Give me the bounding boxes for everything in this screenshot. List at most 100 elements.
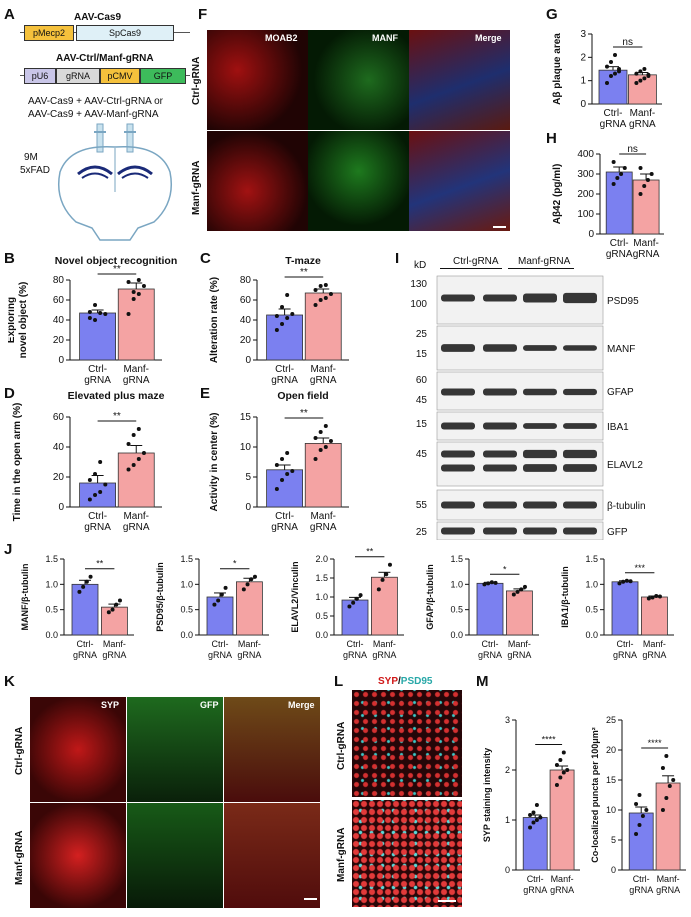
panel-label-b: B [4,250,15,267]
f-ctrl-merge-image [409,30,510,130]
y-tick-label: 0.5 [450,605,463,615]
significance-label: ns [627,144,638,155]
y-tick-label: 0.0 [180,630,193,640]
data-point [323,445,328,449]
y-tick-label: 0 [580,99,586,110]
x-tick-label: gRNA [629,119,656,130]
data-point [664,796,669,800]
significance-label: *** [634,563,645,573]
significance-label: * [503,564,507,574]
blot-band [441,450,475,458]
blot-band [441,294,475,302]
data-point [351,600,356,605]
data-point [110,607,115,612]
f-manf-moab2-image [207,131,308,231]
blot-band [563,292,597,304]
blot-band [483,527,517,535]
data-point [280,457,285,461]
data-point [93,318,98,322]
x-tick-label: Manf- [643,639,666,649]
l-manf-image [352,800,462,907]
x-tick-label: gRNA [550,885,574,895]
chart-title: Open field [277,390,328,402]
data-point [77,589,82,594]
chart-svg-b: Novel object recognition 0 20 40 60 80 Explori… [6,255,177,386]
x-tick-label: gRNA [271,522,298,533]
k-manf-gfp-image [127,803,223,908]
data-point [660,766,665,770]
bar-ctrl [605,171,633,235]
chart-novel-object-recognition: Novel object recognition 0 20 40 60 80 Explori… [6,252,198,387]
blot-band [483,422,517,430]
data-point [615,176,620,180]
x-tick-label: Manf- [310,364,336,375]
f-manf-manf-image [308,131,409,231]
bar-manf [641,596,668,636]
data-point [280,322,285,326]
y-tick-label: 1.0 [180,579,193,589]
y-axis-label: Alteration rate (%) [209,277,220,363]
y-tick-label: 1.0 [315,592,328,602]
l-channel-title: SYP/PSD95 [378,676,432,687]
data-point [637,793,642,797]
data-point [645,178,650,182]
y-tick-label: 0.0 [450,630,463,640]
chart-svg-j2: 0.00.51.01.5PSD95/β-tubulinCtrl-gRNAManf… [155,554,269,660]
data-point [605,81,609,85]
aav-grna-title: AAV-Ctrl/Manf-gRNA [56,53,154,64]
y-tick-label: 0 [58,502,64,513]
x-tick-label: gRNA [600,119,627,130]
i-kd-label: kD [414,260,427,271]
data-point [528,825,533,830]
data-point [642,184,647,188]
significance-label: ** [113,411,121,422]
protein-label: PSD95 [607,296,639,307]
x-tick-label: gRNA [633,249,660,260]
significance-label: **** [648,738,663,748]
y-axis-label: Activity in center (%) [209,413,220,512]
data-point [114,602,119,607]
data-point [528,813,533,817]
k-ctrl-syp-image [30,697,126,802]
l-row2-label: Manf-gRNA [336,827,347,882]
data-point [223,585,228,590]
data-point [617,581,622,586]
blot-band [441,464,475,472]
data-point [285,316,290,320]
blot-band [441,388,475,396]
blot-band [483,450,517,458]
data-point [131,433,136,437]
y-tick-label: 10 [606,805,616,815]
y-tick-label: 0.5 [585,605,598,615]
protein-label: β-tubulin [607,501,646,512]
l-ctrl-image [352,690,462,797]
data-point [642,67,647,71]
marker-label: 130 [410,279,427,290]
x-tick-label: gRNA [613,650,637,660]
bar-ctrl [79,312,116,361]
y-tick-label: 1.5 [315,573,328,583]
y-tick-label: 0 [588,229,594,240]
data-point [519,587,524,592]
data-point [482,582,487,587]
x-tick-label: Manf- [551,874,574,884]
y-tick-label: 5 [245,472,251,483]
grna-box: gRNA [56,68,100,84]
k-row2-label: Manf-gRNA [14,830,25,885]
data-point [285,293,290,297]
data-point [117,598,122,603]
chart-elavl2-vinculin: 0.0 0.5 1.0 1.5 2.0 ELAVL2/Vinculin Ctrl-gRNA M… [290,545,416,670]
k-manf-merge-image [224,803,320,908]
data-point [493,580,498,585]
protein-label: ELAVL2 [607,460,643,471]
data-point [640,814,645,818]
chart-svg-j1: 0.00.51.01.5MANF/β-tubulinCtrl-gRNAManf-… [20,554,134,660]
chart-abeta42: 0 100 200 300 400 Aβ42 (pg/ml) Ctrl-gRNA Manf-g… [548,136,688,264]
data-point [280,305,285,309]
injection-line-2: AAV-Cas9 + AAV-Manf-gRNA [28,109,159,120]
data-point [87,316,92,320]
data-point [318,284,323,288]
x-tick-label: Ctrl- [482,639,499,649]
panel-label-d: D [4,385,15,402]
panel-label-g: G [546,6,558,23]
